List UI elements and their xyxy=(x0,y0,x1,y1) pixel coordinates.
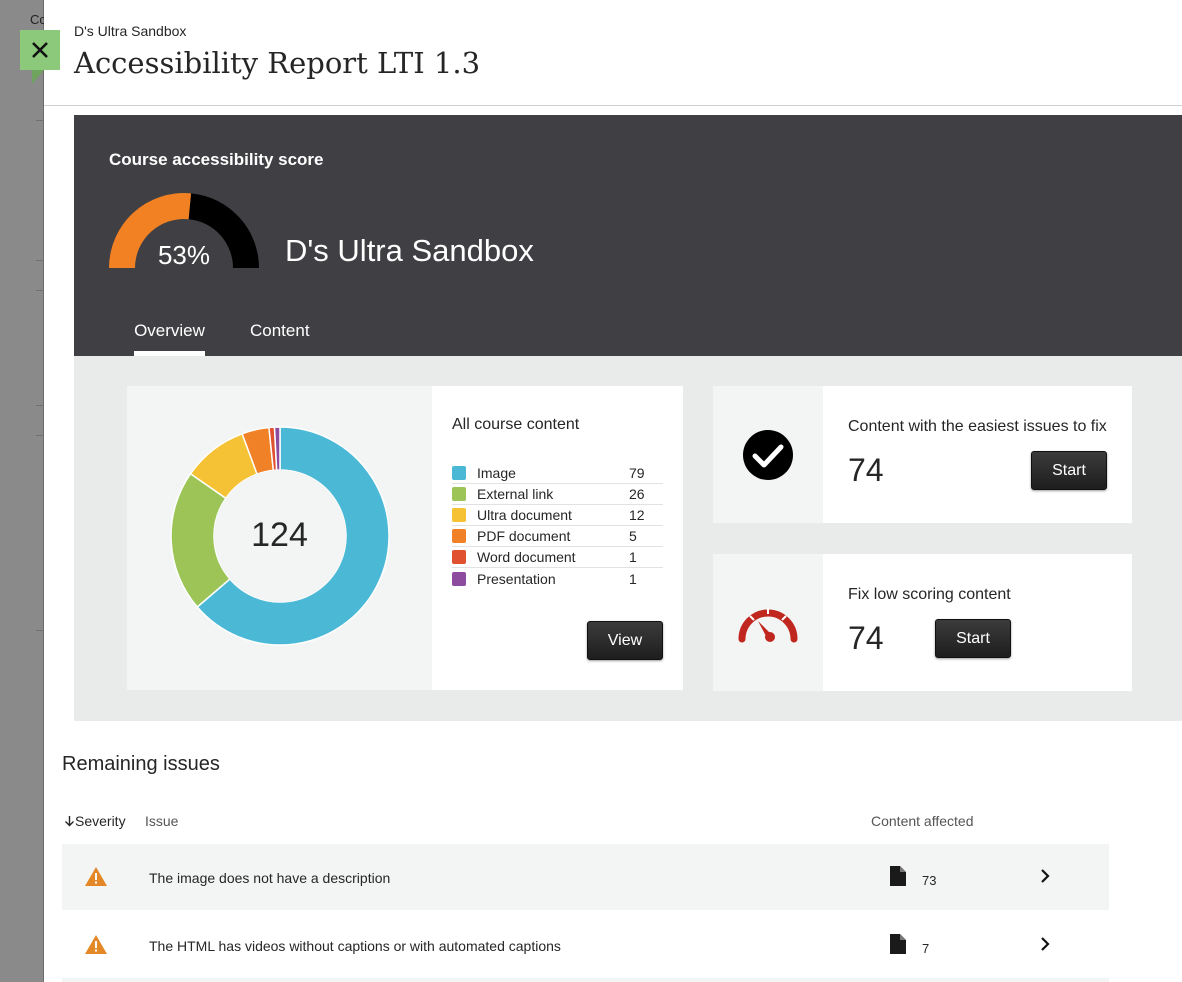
easiest-issues-label: Content with the easiest issues to fix xyxy=(848,418,1107,435)
divider xyxy=(36,405,44,406)
legend-count: 26 xyxy=(629,486,645,502)
start-easiest-button[interactable]: Start xyxy=(1031,451,1107,490)
legend-count: 79 xyxy=(629,465,645,481)
tab-content[interactable]: Content xyxy=(250,321,310,340)
warning-icon xyxy=(85,935,107,954)
panel-header: D's Ultra Sandbox Accessibility Report L… xyxy=(44,0,1182,106)
legend-count: 12 xyxy=(629,507,645,523)
divider xyxy=(36,120,44,121)
content-donut-chart xyxy=(170,426,390,646)
easiest-issues-icon-box xyxy=(713,386,823,523)
content-donut-box: 124 xyxy=(127,386,432,690)
legend-label: Ultra document xyxy=(477,507,572,523)
legend-swatch xyxy=(452,508,466,522)
legend-item: Word document 1 xyxy=(452,547,663,568)
legend-swatch xyxy=(452,466,466,480)
report-tabs: Overview Content xyxy=(134,319,310,356)
start-low-scoring-button[interactable]: Start xyxy=(935,619,1011,658)
legend-swatch xyxy=(452,550,466,564)
overview-area: 124 All course content Image 79 External l… xyxy=(74,356,1182,721)
issue-column-header: Issue xyxy=(145,813,179,829)
donut-hole xyxy=(214,470,346,602)
legend-swatch xyxy=(452,487,466,501)
close-button[interactable] xyxy=(20,30,60,70)
severity-column-header[interactable]: Severity xyxy=(64,813,126,829)
issue-description: The HTML has videos without captions or … xyxy=(149,938,561,954)
content-affected-column-header: Content affected xyxy=(871,813,974,829)
table-row[interactable]: The image does not have a description 73 xyxy=(62,844,1109,910)
legend-item: Image 79 xyxy=(452,463,663,484)
gauge-filled-arc xyxy=(109,193,192,268)
divider xyxy=(36,290,44,291)
legend-count: 5 xyxy=(629,528,637,544)
tab-overview[interactable]: Overview xyxy=(134,319,205,356)
chevron-right-icon[interactable] xyxy=(1040,936,1050,952)
checkmark-circle-icon xyxy=(743,429,793,480)
divider xyxy=(36,630,44,631)
low-scoring-count: 74 xyxy=(848,620,884,656)
legend-swatch xyxy=(452,529,466,543)
legend-label: PDF document xyxy=(477,528,571,544)
legend-label: External link xyxy=(477,486,554,502)
gauge-remaining-arc xyxy=(188,193,259,268)
view-button[interactable]: View xyxy=(587,621,663,660)
divider xyxy=(36,260,44,261)
score-label: Course accessibility score xyxy=(109,150,324,169)
close-button-tab xyxy=(32,70,44,84)
score-gauge xyxy=(109,193,259,268)
legend-count: 1 xyxy=(629,570,637,587)
close-icon xyxy=(32,42,48,58)
speedometer-icon xyxy=(738,607,798,642)
content-total: 124 xyxy=(251,516,308,554)
content-legend-title: All course content xyxy=(452,416,580,433)
score-value: 53% xyxy=(157,240,211,270)
chevron-right-icon[interactable] xyxy=(1040,868,1050,884)
remaining-issues-title: Remaining issues xyxy=(62,753,220,775)
legend-item: Ultra document 12 xyxy=(452,505,663,526)
all-content-card: 124 All course content Image 79 External l… xyxy=(127,386,683,690)
page-title: Accessibility Report LTI 1.3 xyxy=(74,46,481,80)
low-scoring-icon-box xyxy=(713,554,823,691)
low-scoring-label: Fix low scoring content xyxy=(848,586,1011,603)
content-legend: Image 79 External link 26 Ultra document 12 PD… xyxy=(452,463,663,589)
underlying-page: Co xyxy=(0,0,47,982)
easiest-issues-count: 74 xyxy=(848,452,884,488)
table-row[interactable] xyxy=(62,978,1109,982)
issue-description: The image does not have a description xyxy=(149,870,391,886)
content-affected-count: 73 xyxy=(922,873,937,888)
easiest-issues-card: Content with the easiest issues to fix 7… xyxy=(713,386,1132,523)
accessibility-report-panel: D's Ultra Sandbox Accessibility Report L… xyxy=(44,0,1182,982)
legend-item: PDF document 5 xyxy=(452,526,663,547)
divider xyxy=(36,435,44,436)
arrow-down-icon xyxy=(65,816,74,827)
course-name-breadcrumb: D's Ultra Sandbox xyxy=(74,23,187,39)
legend-label: Presentation xyxy=(477,570,556,587)
document-icon xyxy=(890,866,906,886)
underlying-page-text: Co xyxy=(30,12,47,27)
warning-icon xyxy=(85,867,107,886)
legend-swatch xyxy=(452,571,466,586)
low-scoring-card: Fix low scoring content 74 Start xyxy=(713,554,1132,691)
banner-course-name: D's Ultra Sandbox xyxy=(285,233,534,268)
severity-column-label: Severity xyxy=(75,813,126,829)
document-icon xyxy=(890,934,906,954)
content-affected-count: 7 xyxy=(922,941,930,956)
legend-label: Image xyxy=(477,465,516,481)
legend-count: 1 xyxy=(629,549,637,565)
legend-item: Presentation 1 xyxy=(452,568,663,589)
legend-item: External link 26 xyxy=(452,484,663,505)
table-row[interactable]: The HTML has videos without captions or … xyxy=(62,912,1109,978)
issues-table-header: Severity Issue Content affected xyxy=(62,813,1109,833)
score-banner: Course accessibility score 53% D's Ultra… xyxy=(74,115,1182,356)
legend-label: Word document xyxy=(477,549,576,565)
